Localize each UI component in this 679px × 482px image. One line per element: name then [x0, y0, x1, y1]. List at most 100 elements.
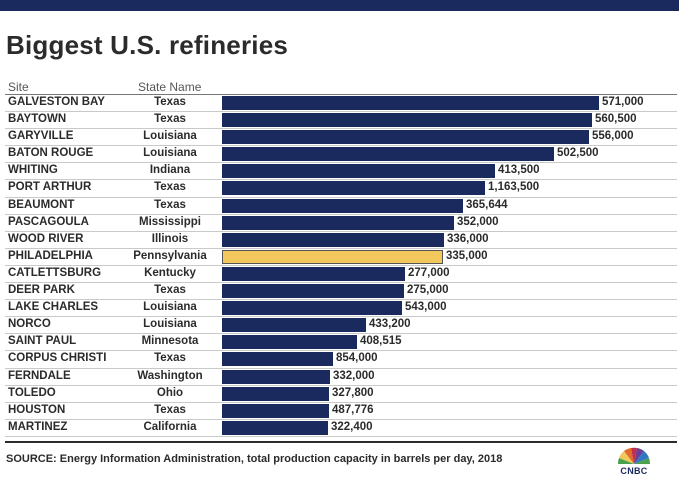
value-label: 433,200 [369, 318, 411, 331]
site-label: HOUSTON [8, 403, 66, 416]
value-label: 277,000 [408, 266, 450, 279]
chart-title: Biggest U.S. refineries [6, 30, 289, 60]
bar [222, 164, 495, 179]
bar [222, 352, 333, 367]
value-label: 335,000 [446, 249, 488, 262]
value-label: 1,163,500 [488, 181, 540, 194]
table-row: MARTINEZ California 322,400 [5, 420, 677, 437]
state-label: Louisiana [143, 147, 197, 160]
state-label: Indiana [149, 164, 191, 177]
value-label: 332,000 [333, 369, 375, 382]
table-row: SAINT PAUL Minnesota 408,515 [5, 334, 677, 352]
bar [222, 335, 357, 350]
bar [222, 386, 329, 401]
site-label: BAYTOWN [8, 113, 67, 126]
table-row: BAYTOWN Texas 560,500 [5, 112, 677, 130]
site-label: WOOD RIVER [8, 232, 84, 245]
table-row: BEAUMONT Texas 365,644 [5, 198, 677, 215]
bar [222, 232, 444, 247]
table-row: FERNDALE Washington 332,000 [5, 369, 677, 386]
site-label: CATLETTSBURG [8, 266, 102, 279]
refinery-bar-table: GALVESTON BAY Texas 571,000 BAYTOWN Texas 560… [5, 95, 677, 437]
site-label: BEAUMONT [8, 198, 75, 211]
footer-divider [5, 441, 677, 443]
state-label: Texas [154, 352, 186, 365]
state-label: Louisiana [143, 301, 197, 314]
peacock-icon [617, 447, 651, 464]
bar [222, 181, 485, 196]
table-row: PHILADELPHIA Pennsylvania 335,000 [5, 249, 677, 266]
value-label: 322,400 [331, 420, 373, 433]
bar [222, 198, 463, 213]
value-label: 543,000 [405, 301, 447, 314]
source-note: SOURCE: Energy Information Administratio… [6, 453, 503, 465]
table-row: BATON ROUGE Louisiana 502,500 [5, 146, 677, 164]
site-label: WHITING [8, 164, 58, 177]
table-row: GALVESTON BAY Texas 571,000 [5, 95, 677, 113]
value-label: 560,500 [595, 113, 637, 126]
table-row: CATLETTSBURG Kentucky 277,000 [5, 266, 677, 284]
state-label: California [143, 420, 197, 433]
table-row: CORPUS CHRISTI Texas 854,000 [5, 351, 677, 369]
state-label: Washington [137, 369, 203, 382]
column-header-site: Site [8, 80, 29, 94]
cnbc-logo-text: CNBC [620, 466, 648, 476]
state-label: Ohio [156, 386, 184, 399]
state-label: Kentucky [144, 266, 196, 279]
state-label: Texas [154, 284, 186, 297]
bar [222, 284, 404, 299]
table-row: HOUSTON Texas 487,776 [5, 403, 677, 420]
bar-highlighted [222, 249, 443, 264]
site-label: MARTINEZ [8, 420, 68, 433]
table-row: PORT ARTHUR Texas 1,163,500 [5, 180, 677, 198]
table-row: WOOD RIVER Illinois 336,000 [5, 232, 677, 249]
site-label: PORT ARTHUR [8, 181, 92, 194]
bar [222, 147, 554, 162]
bar [222, 266, 405, 281]
table-row: NORCO Louisiana 433,200 [5, 317, 677, 335]
site-label: GARYVILLE [8, 130, 74, 143]
site-label: DEER PARK [8, 284, 75, 297]
top-accent-bar [0, 0, 679, 11]
table-row: PASCAGOULA Mississippi 352,000 [5, 215, 677, 232]
site-label: FERNDALE [8, 369, 71, 382]
value-label: 336,000 [447, 232, 489, 245]
site-label: BATON ROUGE [8, 147, 94, 160]
bar [222, 113, 592, 128]
state-label: Mississippi [139, 215, 201, 228]
value-label: 413,500 [498, 164, 540, 177]
bar [222, 318, 366, 333]
table-row: GARYVILLE Louisiana 556,000 [5, 129, 677, 147]
table-row: TOLEDO Ohio 327,800 [5, 386, 677, 403]
bar [222, 96, 599, 110]
bar [222, 215, 454, 230]
site-label: GALVESTON BAY [8, 96, 105, 108]
state-label: Texas [154, 113, 186, 126]
bar [222, 403, 329, 418]
site-label: NORCO [8, 318, 51, 331]
state-label: Pennsylvania [133, 249, 207, 262]
value-label: 571,000 [602, 96, 644, 108]
table-row: LAKE CHARLES Louisiana 543,000 [5, 300, 677, 318]
table-row: WHITING Indiana 413,500 [5, 163, 677, 181]
state-label: Louisiana [143, 318, 197, 331]
state-label: Texas [154, 181, 186, 194]
value-label: 556,000 [592, 130, 634, 143]
value-label: 487,776 [332, 403, 374, 416]
site-label: CORPUS CHRISTI [8, 352, 107, 365]
state-label: Texas [154, 96, 186, 108]
state-label: Texas [154, 403, 186, 416]
site-label: PHILADELPHIA [8, 249, 93, 262]
table-row: DEER PARK Texas 275,000 [5, 283, 677, 301]
state-label: Louisiana [143, 130, 197, 143]
column-header-state: State Name [138, 80, 202, 94]
value-label: 352,000 [457, 215, 499, 228]
header-divider [5, 94, 677, 95]
site-label: SAINT PAUL [8, 335, 77, 348]
site-label: TOLEDO [8, 386, 56, 399]
bar [222, 369, 330, 384]
value-label: 327,800 [332, 386, 374, 399]
value-label: 408,515 [360, 335, 402, 348]
bar [222, 420, 328, 435]
state-label: Texas [154, 198, 186, 211]
